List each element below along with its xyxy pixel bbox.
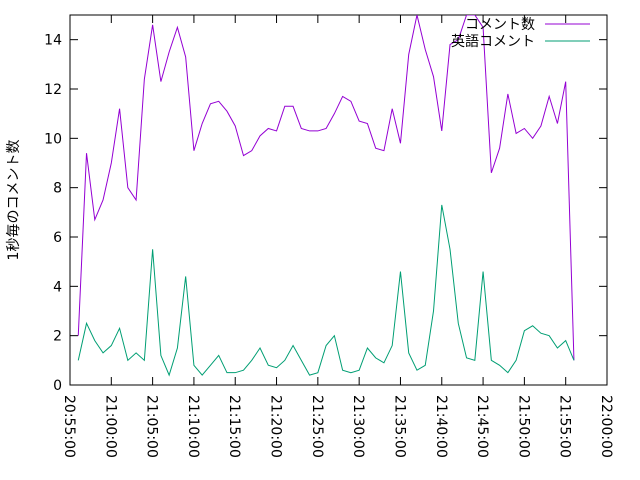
plot-border: [69, 14, 608, 386]
x-tick-label: 21:40:00: [433, 395, 449, 458]
y-tick-label: 12: [44, 82, 62, 98]
y-tick-label: 2: [53, 329, 62, 345]
series-line: [77, 204, 575, 377]
x-tick-label: 20:55:00: [61, 395, 77, 458]
x-tick-label: 21:25:00: [309, 395, 325, 458]
x-tick-label: 21:45:00: [474, 395, 490, 458]
x-tick-label: 21:55:00: [557, 395, 573, 458]
x-tick-label: 21:10:00: [185, 395, 201, 458]
legend-label: コメント数: [465, 17, 535, 33]
y-tick-label: 6: [53, 230, 62, 246]
y-tick-label: 10: [44, 131, 62, 147]
series-line: [77, 15, 575, 361]
x-tick-label: 21:20:00: [268, 395, 284, 458]
x-tick-label: 21:50:00: [515, 395, 531, 458]
y-axis-label: 1秒毎のコメント数: [6, 140, 22, 261]
legend-label: 英語コメント: [451, 33, 535, 50]
y-tick-label: 8: [53, 181, 62, 197]
x-tick-label: 21:30:00: [350, 395, 366, 458]
y-tick-label: 14: [44, 33, 62, 49]
x-tick-label: 21:05:00: [144, 395, 160, 458]
x-tick-label: 22:00:00: [598, 395, 614, 458]
x-tick-label: 21:15:00: [226, 395, 242, 458]
x-tick-label: 21:35:00: [391, 395, 407, 458]
y-tick-label: 0: [53, 378, 62, 394]
x-tick-label: 21:00:00: [102, 395, 118, 458]
y-tick-label: 4: [53, 279, 62, 295]
